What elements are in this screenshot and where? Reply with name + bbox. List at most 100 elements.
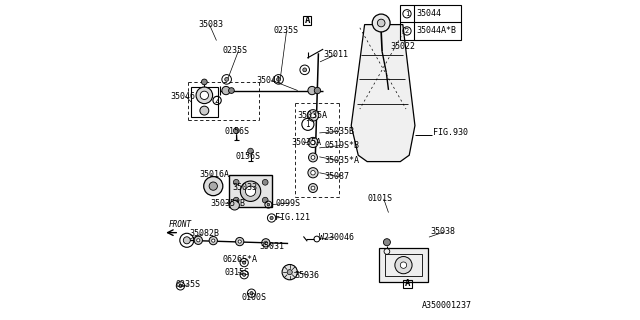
Circle shape <box>248 148 253 154</box>
Bar <box>385 254 422 276</box>
Circle shape <box>212 239 215 242</box>
Text: 1: 1 <box>405 11 409 17</box>
Text: 35041: 35041 <box>256 76 281 85</box>
Polygon shape <box>351 25 415 162</box>
Text: 1: 1 <box>305 120 310 129</box>
Circle shape <box>202 79 207 85</box>
Text: 35033: 35033 <box>232 183 257 192</box>
Text: 0156S: 0156S <box>225 127 250 136</box>
Bar <box>229 175 272 207</box>
Circle shape <box>372 14 390 32</box>
Text: 35046: 35046 <box>170 92 195 101</box>
Circle shape <box>314 87 321 94</box>
Text: 35035A: 35035A <box>291 138 321 147</box>
Circle shape <box>230 200 239 210</box>
Text: 35035*A: 35035*A <box>324 156 360 165</box>
Circle shape <box>276 77 280 81</box>
Circle shape <box>378 19 385 27</box>
Circle shape <box>311 156 315 159</box>
Circle shape <box>234 180 239 185</box>
Circle shape <box>241 181 260 201</box>
Text: 35044A*B: 35044A*B <box>417 27 457 36</box>
Text: FIG.930: FIG.930 <box>433 128 468 137</box>
Text: 35031: 35031 <box>259 242 284 251</box>
Circle shape <box>262 239 270 247</box>
Text: 0100S: 0100S <box>242 293 267 302</box>
Circle shape <box>287 270 292 275</box>
Circle shape <box>282 265 298 280</box>
Text: W230046: W230046 <box>319 233 355 242</box>
Text: 0101S: 0101S <box>367 194 392 204</box>
Bar <box>303 16 312 25</box>
Circle shape <box>243 261 246 264</box>
Circle shape <box>400 262 406 268</box>
Bar <box>191 87 218 117</box>
Circle shape <box>311 140 316 145</box>
Circle shape <box>209 182 218 190</box>
Circle shape <box>308 86 316 95</box>
Circle shape <box>270 216 273 220</box>
Circle shape <box>196 87 212 104</box>
Circle shape <box>238 240 241 243</box>
Text: FIG.121: FIG.121 <box>275 213 310 222</box>
Circle shape <box>225 77 228 81</box>
Text: 2: 2 <box>215 96 220 105</box>
Text: 35082B: 35082B <box>189 229 220 238</box>
Text: 0235S: 0235S <box>274 27 299 36</box>
Circle shape <box>310 113 316 118</box>
Text: 0999S: 0999S <box>275 198 300 207</box>
Text: 0626S*A: 0626S*A <box>223 255 258 264</box>
Circle shape <box>383 239 390 246</box>
Text: A350001237: A350001237 <box>422 301 472 310</box>
Text: FRONT: FRONT <box>169 220 192 228</box>
Circle shape <box>264 241 268 244</box>
Circle shape <box>262 197 268 203</box>
Bar <box>379 248 428 282</box>
Circle shape <box>308 184 317 193</box>
Text: A: A <box>405 279 410 288</box>
Bar <box>400 5 461 40</box>
Text: 0519S*B: 0519S*B <box>324 141 360 150</box>
Circle shape <box>246 186 255 196</box>
Circle shape <box>308 137 318 148</box>
Text: 35087: 35087 <box>324 172 350 181</box>
Circle shape <box>308 153 317 162</box>
Text: 0156S: 0156S <box>236 152 260 161</box>
Circle shape <box>222 86 230 95</box>
Circle shape <box>243 273 246 276</box>
Text: 35011: 35011 <box>323 50 348 59</box>
Text: 35035*B: 35035*B <box>210 198 245 207</box>
Circle shape <box>234 197 239 203</box>
Circle shape <box>311 186 315 190</box>
Circle shape <box>307 110 319 121</box>
Circle shape <box>234 128 239 133</box>
Circle shape <box>250 292 253 295</box>
Text: 35016A: 35016A <box>199 170 229 179</box>
Text: 35036: 35036 <box>294 271 319 280</box>
Circle shape <box>194 236 202 244</box>
Circle shape <box>267 203 269 206</box>
Circle shape <box>303 68 307 72</box>
Circle shape <box>311 171 316 175</box>
Text: 35083: 35083 <box>198 20 223 29</box>
Text: 35044: 35044 <box>417 9 442 18</box>
Circle shape <box>236 237 244 246</box>
Circle shape <box>183 237 190 244</box>
Text: 35035B: 35035B <box>324 127 355 136</box>
Circle shape <box>395 257 412 274</box>
Circle shape <box>200 106 209 115</box>
Text: 0315S: 0315S <box>225 268 250 277</box>
Text: 0235S: 0235S <box>175 280 200 289</box>
Text: A: A <box>305 16 310 25</box>
Circle shape <box>228 88 234 93</box>
Text: 2: 2 <box>405 28 409 34</box>
Text: 35035A: 35035A <box>298 111 328 120</box>
Circle shape <box>204 177 223 196</box>
Circle shape <box>196 239 200 242</box>
Text: 35038: 35038 <box>431 227 456 236</box>
Circle shape <box>262 180 268 185</box>
Bar <box>403 280 412 288</box>
Circle shape <box>200 91 209 100</box>
Circle shape <box>308 168 318 178</box>
Circle shape <box>179 284 182 287</box>
